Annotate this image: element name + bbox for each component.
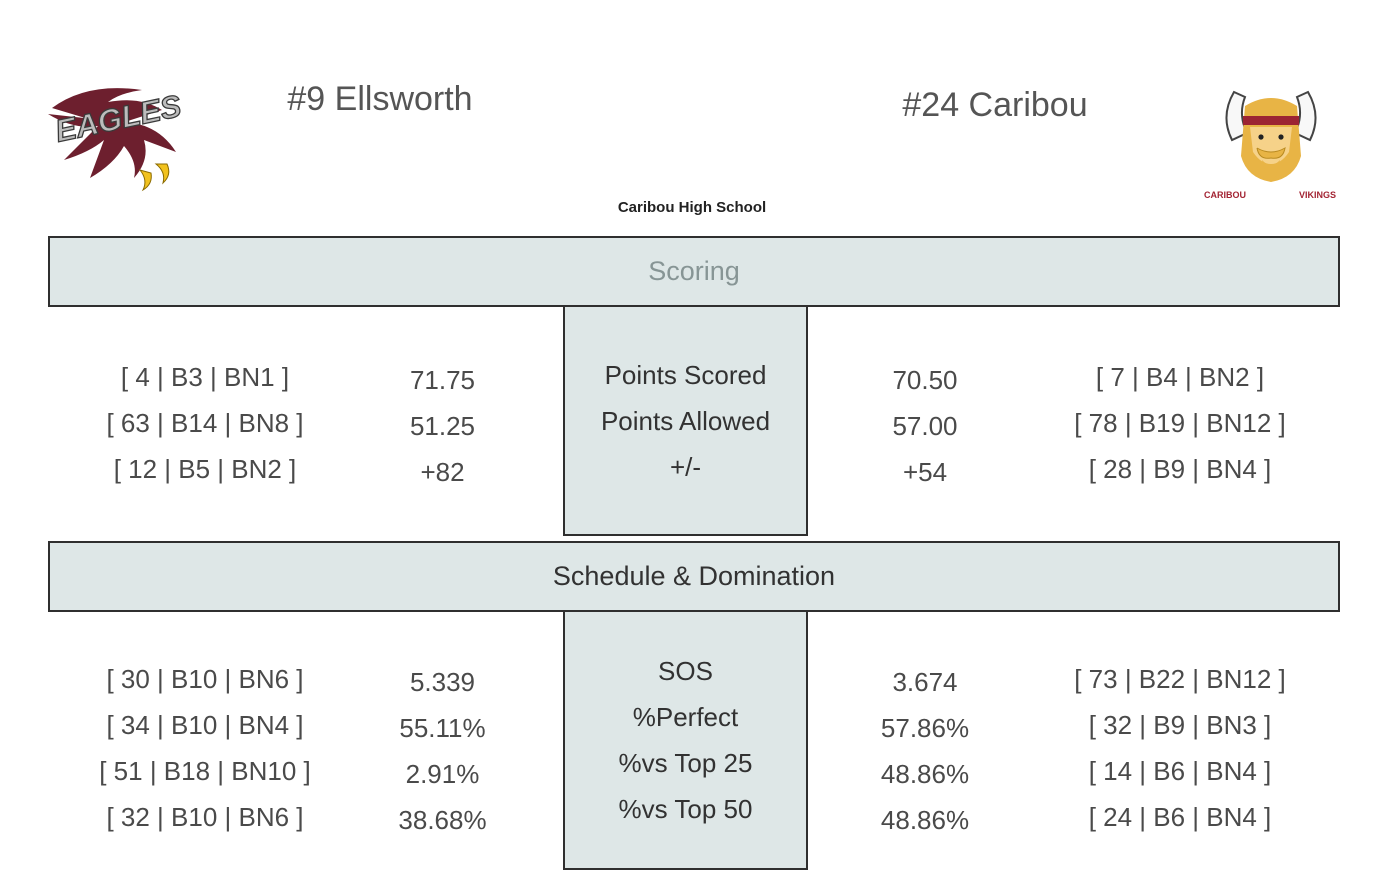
scoring-metric-labels: Points Scored Points Allowed +/- xyxy=(563,305,808,536)
rank-cell: [ 78 | B19 | BN12 ] xyxy=(1074,408,1286,438)
rank-cell: [ 32 | B9 | BN3 ] xyxy=(1088,710,1272,740)
metric-label: %vs Top 50 xyxy=(618,794,753,824)
section-title: Schedule & Domination xyxy=(552,561,836,591)
value-cell: 2.91% xyxy=(405,759,480,789)
ellsworth-scoring-values: 71.75 51.25 +82 xyxy=(375,357,510,495)
viking-icon: CARIBOU VIKINGS xyxy=(1204,90,1336,200)
caribou-schedule-ranks: [ 73 | B22 | BN12 ] [ 32 | B9 | BN3 ] [ … xyxy=(1025,656,1335,840)
school-name: Caribou High School xyxy=(617,199,767,216)
rank-cell: [ 4 | B3 | BN1 ] xyxy=(120,362,290,392)
rank-cell: [ 14 | B6 | BN4 ] xyxy=(1088,756,1272,786)
right-team-title: #24 Caribou xyxy=(902,86,1088,124)
ellsworth-schedule-ranks: [ 30 | B10 | BN6 ] [ 34 | B10 | BN4 ] [ … xyxy=(55,656,355,840)
value-cell: 70.50 xyxy=(892,365,958,395)
metric-label: Points Scored xyxy=(604,359,767,390)
ellsworth-eagles-logo: EAGLES xyxy=(42,80,200,198)
eagle-icon: EAGLES xyxy=(48,87,185,192)
ellsworth-schedule-values: 5.339 55.11% 2.91% 38.68% xyxy=(375,659,510,843)
section-title: Scoring xyxy=(648,256,740,286)
caribou-schedule-values: 3.674 57.86% 48.86% 48.86% xyxy=(855,659,995,843)
rank-cell: [ 12 | B5 | BN2 ] xyxy=(113,454,297,484)
value-cell: +82 xyxy=(420,457,465,487)
value-cell: 48.86% xyxy=(880,759,970,789)
metric-label: Points Allowed xyxy=(600,405,771,436)
rank-cell: [ 73 | B22 | BN12 ] xyxy=(1074,664,1286,694)
rank-cell: [ 24 | B6 | BN4 ] xyxy=(1088,802,1272,832)
metric-label: SOS xyxy=(658,656,713,686)
metric-label: %vs Top 25 xyxy=(618,748,753,778)
rank-cell: [ 28 | B9 | BN4 ] xyxy=(1088,454,1272,484)
metric-label: +/- xyxy=(669,451,702,482)
value-cell: 51.25 xyxy=(409,411,476,441)
caribou-scoring-ranks: [ 7 | B4 | BN2 ] [ 78 | B19 | BN12 ] [ 2… xyxy=(1025,354,1335,492)
rank-cell: [ 34 | B10 | BN4 ] xyxy=(106,710,304,740)
value-cell: 55.11% xyxy=(399,713,486,743)
svg-text:VIKINGS: VIKINGS xyxy=(1299,190,1336,200)
value-cell: 38.68% xyxy=(398,805,487,835)
value-cell: 57.00 xyxy=(892,411,958,441)
svg-text:CARIBOU: CARIBOU xyxy=(1204,190,1246,200)
value-cell: 5.339 xyxy=(409,667,476,697)
rank-cell: [ 51 | B18 | BN10 ] xyxy=(99,756,311,786)
rank-cell: [ 30 | B10 | BN6 ] xyxy=(106,664,304,694)
metric-label: %Perfect xyxy=(632,702,739,732)
rank-cell: [ 7 | B4 | BN2 ] xyxy=(1095,362,1265,392)
caribou-vikings-logo: CARIBOU VIKINGS xyxy=(1200,84,1342,204)
value-cell: +54 xyxy=(902,457,948,487)
value-cell: 3.674 xyxy=(892,667,958,697)
value-cell: 71.75 xyxy=(409,365,476,395)
rank-cell: [ 63 | B14 | BN8 ] xyxy=(106,408,304,438)
value-cell: 57.86% xyxy=(880,713,970,743)
caribou-scoring-values: 70.50 57.00 +54 xyxy=(855,357,995,495)
section-header-scoring: Scoring xyxy=(48,236,1340,307)
value-cell: 48.86% xyxy=(880,805,970,835)
section-header-schedule-domination: Schedule & Domination xyxy=(48,541,1340,612)
left-team-title: #9 Ellsworth xyxy=(287,80,473,118)
ellsworth-scoring-ranks: [ 4 | B3 | BN1 ] [ 63 | B14 | BN8 ] [ 12… xyxy=(55,354,355,492)
schedule-metric-labels: SOS %Perfect %vs Top 25 %vs Top 50 xyxy=(563,610,808,870)
rank-cell: [ 32 | B10 | BN6 ] xyxy=(106,802,304,832)
